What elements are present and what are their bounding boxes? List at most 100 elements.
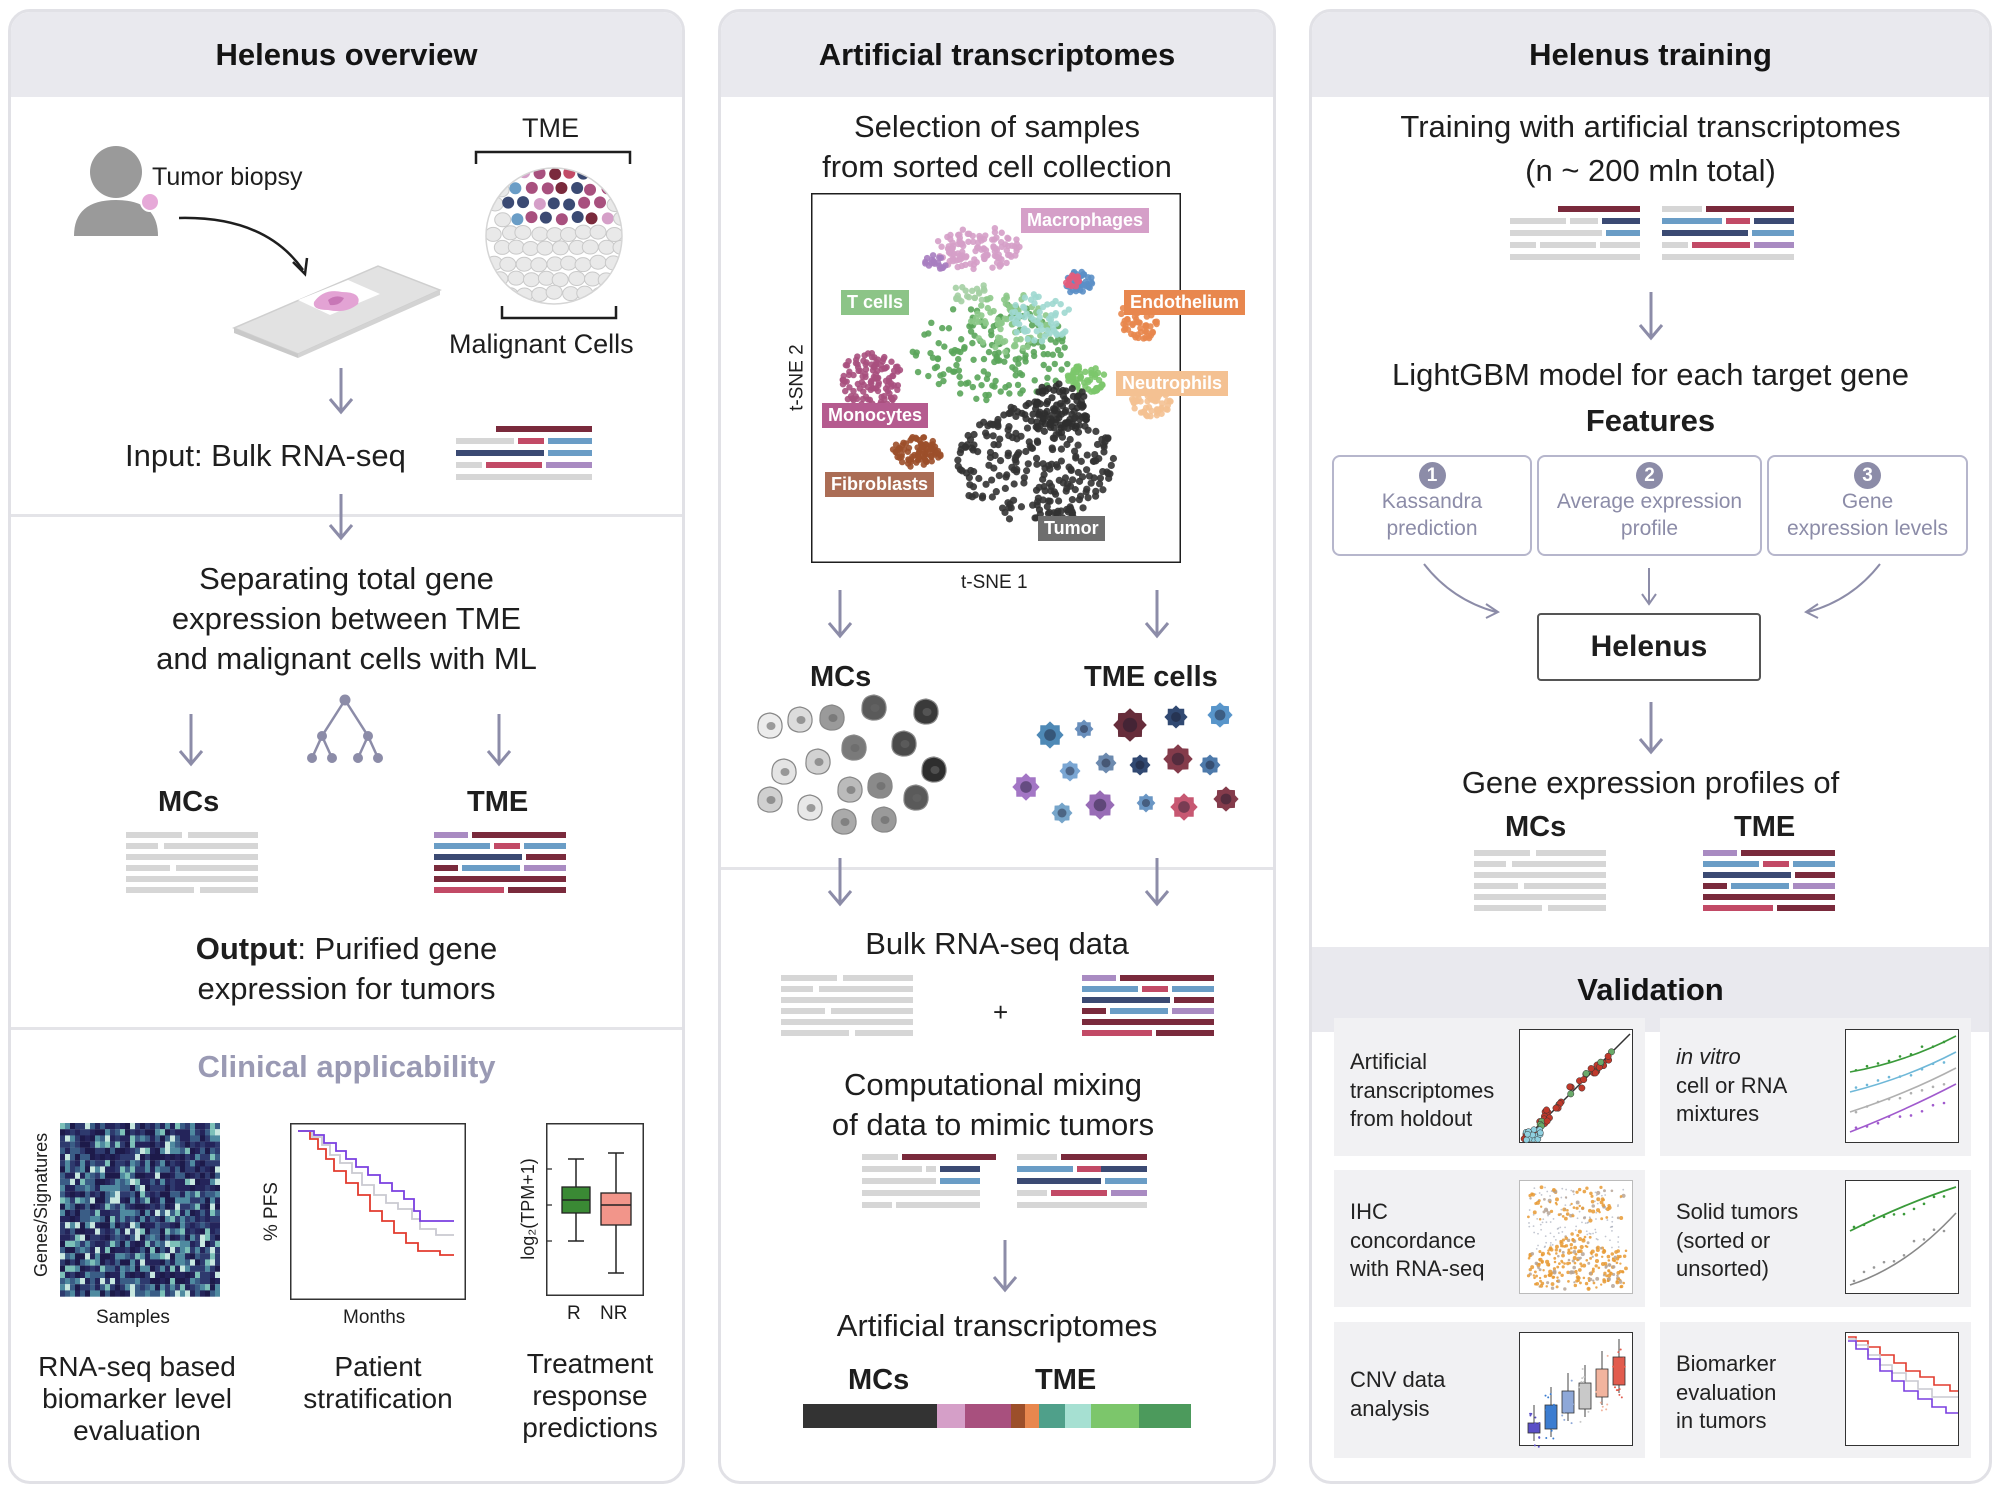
validation-header: Validation: [1312, 947, 1989, 1032]
feature-text: prediction: [1386, 516, 1478, 540]
cap1-line-3: evaluation: [73, 1415, 201, 1446]
heatmap-plot: [60, 1123, 220, 1297]
tumor-biopsy-label: Tumor biopsy: [152, 163, 303, 191]
profiles-label: Gene expression profiles of: [1461, 765, 1840, 800]
input-label: Input: Bulk RNA-seq: [125, 438, 406, 473]
cluster-label-tumor: Tumor: [1038, 516, 1105, 541]
feature-text: Average expression: [1556, 490, 1743, 513]
mixed-bars-1: [862, 1154, 996, 1208]
validation-title: Validation: [1577, 971, 1724, 1007]
selection-line-2: from sorted cell collection: [822, 149, 1172, 184]
training-mcs-label: MCs: [1505, 811, 1567, 843]
card-line: mixtures: [1676, 1101, 1760, 1127]
card-line: unsorted): [1676, 1256, 1769, 1282]
arrow-down-icon: [827, 590, 853, 639]
arrow-down-icon: [486, 714, 512, 767]
card-line: Biomarker: [1676, 1351, 1777, 1376]
cluster-label-neutrophils: Neutrophils: [1116, 371, 1229, 396]
card-line: (sorted or: [1676, 1227, 1771, 1253]
overview-divider-2: [11, 1027, 682, 1030]
person-icon: [74, 146, 160, 236]
composition-bar: [803, 1404, 1191, 1428]
cap3-line-3: predictions: [522, 1412, 658, 1443]
bar-tme-label: TME: [1035, 1364, 1097, 1396]
card-line: cell or RNA: [1676, 1072, 1788, 1098]
arrow-down-icon: [328, 368, 354, 415]
cnv-thumbnail: [1519, 1332, 1633, 1448]
bulk-label: Bulk RNA-seq data: [865, 926, 1129, 961]
artificial-divider: [721, 867, 1273, 870]
card-line: from holdout: [1350, 1106, 1473, 1132]
card-line: Solid tumors: [1676, 1199, 1799, 1224]
training-title: Helenus training: [1312, 12, 1989, 97]
mc-cells-icon: [757, 694, 947, 835]
plus-sign: +: [993, 997, 1009, 1027]
cap3-line-2: response: [532, 1380, 648, 1411]
training-tme-label: TME: [1734, 811, 1796, 843]
tme-cells-icon: [1012, 702, 1239, 824]
slide-icon: [232, 265, 442, 358]
heatmap-xlabel: Samples: [96, 1307, 170, 1328]
tme-bracket: [474, 150, 632, 164]
training-bars-2: [1662, 206, 1794, 260]
card-text: Solid tumors (sorted or unsorted): [1676, 1198, 1798, 1284]
overview-tme-label: TME: [467, 786, 529, 818]
validation-card-holdout: Artificial transcriptomes from holdout: [1334, 1018, 1645, 1156]
arrow-down-icon: [1638, 292, 1664, 341]
cluster-label-macrophages: Macrophages: [1021, 208, 1150, 233]
feature-text: Gene: [1841, 490, 1894, 513]
helenus-box: Helenus: [1537, 613, 1761, 681]
arrow-down-icon: [827, 858, 853, 907]
separating-line-2: expression between TME: [171, 601, 522, 636]
cap1-line-1: RNA-seq based: [38, 1351, 236, 1382]
training-tme-bars: [1703, 850, 1835, 911]
output-line-1: Output: Purified gene: [8, 930, 685, 968]
cluster-label-monocytes: Monocytes: [822, 403, 929, 428]
overview-title: Helenus overview: [11, 12, 682, 97]
box-ylabel: log₂(TPM+1): [518, 1158, 539, 1260]
validation-card-invitro: in vitro cell or RNA mixtures: [1660, 1018, 1971, 1156]
mixed-bars-2: [1017, 1154, 1147, 1208]
card-line: in tumors: [1676, 1408, 1767, 1434]
ihc-thumbnail: [1519, 1180, 1633, 1294]
biopsy-arrow: [178, 216, 309, 277]
artificial-mcs-label: MCs: [810, 661, 872, 693]
cap1-line-2: biomarker level: [42, 1383, 232, 1414]
validation-card-ihc: IHC concordance with RNA-seq: [1334, 1170, 1645, 1307]
bar-mcs-label: MCs: [848, 1364, 910, 1396]
output-bold: Output: [195, 931, 298, 966]
validation-card-solid: Solid tumors (sorted or unsorted): [1660, 1170, 1971, 1307]
features-label: Features: [1585, 403, 1716, 438]
card-line: concordance: [1350, 1227, 1476, 1253]
validation-card-cnv: CNV data analysis: [1334, 1322, 1645, 1458]
validation-card-biomarker: Biomarker evaluation in tumors: [1660, 1322, 1971, 1458]
bulk-color-bars: [1082, 975, 1214, 1036]
arrow-down-icon: [328, 494, 354, 541]
tme-label: TME: [522, 113, 579, 143]
arrow-down-icon: [1638, 702, 1664, 755]
km-ylabel: % PFS: [260, 1182, 282, 1242]
card-line: IHC: [1350, 1199, 1388, 1224]
tsne-ylabel: t-SNE 2: [786, 344, 808, 411]
boxplot: [546, 1123, 644, 1296]
malignant-cells-label: Malignant Cells: [449, 329, 634, 359]
tsne-xlabel: t-SNE 1: [961, 572, 1028, 593]
card-line: in vitro: [1676, 1044, 1741, 1069]
bulk-gray-bars: [781, 975, 913, 1036]
card-text: CNV data analysis: [1350, 1366, 1445, 1423]
card-line: with RNA-seq: [1350, 1256, 1485, 1282]
helenus-label: Helenus: [1590, 630, 1708, 663]
training-line-1: Training with artificial transcriptomes: [1400, 109, 1901, 144]
input-expression-bars: [456, 426, 592, 480]
cap2-line-2: stratification: [303, 1383, 453, 1414]
arrow-down-icon: [1144, 590, 1170, 639]
box-r-label: R: [567, 1303, 581, 1324]
card-line: evaluation: [1676, 1379, 1777, 1405]
training-line-2: (n ~ 200 mln total): [1525, 153, 1776, 188]
feature-number-3: 3: [1854, 462, 1881, 489]
tree-icon: [307, 694, 383, 763]
malignant-bracket: [500, 306, 618, 320]
feature-box-gene: 3 Gene expression levels: [1767, 455, 1968, 556]
card-line: CNV data: [1350, 1367, 1446, 1392]
artificial-title: Artificial transcriptomes: [721, 12, 1273, 97]
